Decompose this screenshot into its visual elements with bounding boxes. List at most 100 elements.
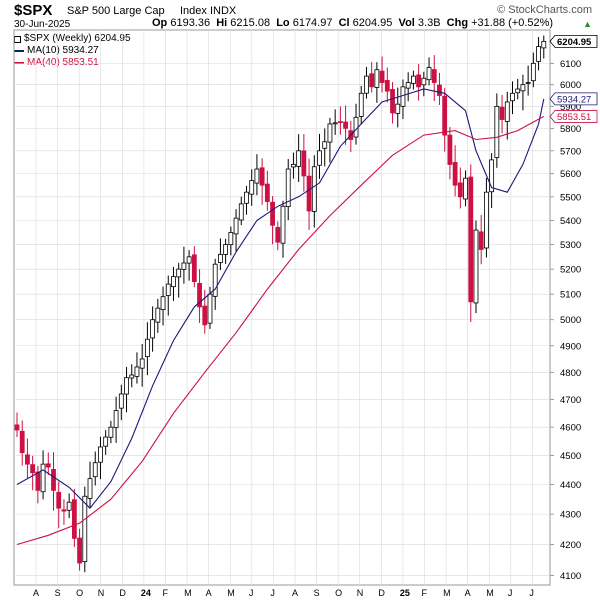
ma10-swatch-icon bbox=[14, 50, 24, 52]
y-tick-label: 6100 bbox=[560, 59, 581, 70]
candle-body bbox=[473, 229, 479, 304]
candle-body bbox=[416, 74, 422, 88]
candle-body bbox=[306, 175, 312, 212]
y-tick-label: 4200 bbox=[560, 540, 581, 551]
quote-date: 30-Jun-2025 bbox=[14, 19, 71, 30]
legend-label-ma40: MA(40) 5853.51 bbox=[27, 57, 99, 68]
y-tick-label: 4600 bbox=[560, 423, 581, 434]
candle-body bbox=[30, 464, 36, 474]
value-tag bbox=[549, 34, 598, 48]
quote-label-close: Cl bbox=[338, 17, 350, 29]
candle-body bbox=[35, 471, 41, 491]
y-tick-label: 5500 bbox=[560, 192, 581, 203]
candle-body bbox=[171, 276, 176, 288]
candle-body bbox=[191, 254, 197, 283]
candle-body bbox=[322, 141, 328, 149]
x-tick-label: A bbox=[33, 588, 39, 598]
candle-body bbox=[317, 150, 322, 166]
x-tick-label: M bbox=[227, 588, 235, 598]
x-tick-label: 25 bbox=[400, 588, 410, 598]
candle-body bbox=[71, 499, 77, 539]
candle-body bbox=[327, 123, 333, 143]
ma10-line bbox=[16, 88, 545, 510]
candle-body bbox=[478, 231, 484, 250]
legend-item-ma10: MA(10) 5934.27 bbox=[14, 45, 131, 57]
candle-body bbox=[244, 191, 249, 204]
quote-label-high: Hi bbox=[216, 17, 228, 29]
legend-label-ma10: MA(10) 5934.27 bbox=[27, 45, 99, 56]
value-tag-label: 5853.51 bbox=[557, 112, 591, 123]
candle-body bbox=[384, 80, 390, 92]
candle-body bbox=[87, 478, 93, 499]
x-tick-label: O bbox=[76, 588, 83, 598]
ma40-swatch-icon bbox=[14, 62, 24, 64]
candle-body bbox=[343, 121, 348, 129]
candle-body bbox=[264, 183, 270, 202]
candle-body bbox=[536, 46, 541, 62]
candle-body bbox=[165, 283, 171, 296]
candle-body bbox=[270, 201, 275, 226]
candle-body bbox=[390, 89, 395, 114]
candle-body bbox=[259, 167, 265, 186]
x-tick-label: A bbox=[465, 588, 471, 598]
candle-body bbox=[223, 244, 229, 255]
y-tick-label: 5100 bbox=[560, 290, 581, 301]
value-tag-label: 6204.95 bbox=[557, 37, 592, 48]
brand-watermark: © StockCharts.com bbox=[497, 4, 592, 16]
y-tick-label: 5900 bbox=[560, 102, 581, 113]
y-tick-label: 4900 bbox=[560, 341, 581, 352]
x-tick-label: M bbox=[443, 588, 451, 598]
legend-item-ma40: MA(40) 5853.51 bbox=[14, 57, 131, 69]
candle-body bbox=[150, 319, 156, 339]
candle-body bbox=[249, 180, 255, 195]
candle-body bbox=[452, 162, 458, 186]
x-tick-label: O bbox=[335, 588, 342, 598]
candle-body bbox=[275, 227, 281, 243]
candle-body bbox=[463, 177, 468, 200]
plot-frame bbox=[13, 29, 551, 586]
x-tick-label: F bbox=[163, 588, 169, 598]
candle-body bbox=[218, 253, 223, 263]
candle-body bbox=[77, 537, 82, 564]
value-tag bbox=[549, 110, 598, 123]
candle-body bbox=[207, 293, 213, 324]
y-tick-label: 4500 bbox=[560, 451, 581, 462]
y-tick-label: 5300 bbox=[560, 240, 581, 251]
candle-body bbox=[186, 256, 192, 264]
y-tick-label: 5400 bbox=[560, 216, 581, 227]
candle-body bbox=[379, 70, 385, 83]
candle-body bbox=[311, 166, 317, 212]
candle-body bbox=[541, 40, 547, 49]
up-arrow-icon: ▲ bbox=[583, 19, 592, 29]
x-tick-label: J bbox=[508, 588, 513, 598]
candle-body bbox=[14, 424, 20, 431]
candle-body bbox=[337, 121, 343, 123]
x-tick-label: D bbox=[378, 588, 385, 598]
candle-body bbox=[113, 410, 119, 429]
quote-label-volume: Vol bbox=[398, 17, 415, 29]
ticker-symbol: $SPX bbox=[14, 2, 53, 19]
candle-body bbox=[144, 338, 150, 357]
y-tick-label: 6000 bbox=[560, 80, 581, 91]
candle-body bbox=[280, 205, 286, 244]
y-tick-label: 4800 bbox=[560, 368, 581, 379]
quote-summary: Op 6193.36 Hi 6215.08 Lo 6174.97 Cl 6204… bbox=[152, 17, 553, 29]
y-tick-label: 4100 bbox=[560, 571, 581, 582]
legend-label-price: $SPX (Weekly) 6204.95 bbox=[24, 33, 131, 44]
candle-body bbox=[421, 77, 427, 86]
candle-body bbox=[45, 463, 51, 468]
candle-body bbox=[520, 84, 526, 92]
value-tag bbox=[549, 92, 598, 106]
candle-body bbox=[155, 307, 161, 323]
candle-body bbox=[358, 92, 364, 117]
candle-body bbox=[405, 82, 411, 89]
candle-body bbox=[129, 374, 135, 379]
candle-body bbox=[61, 509, 67, 512]
quote-value-close: 6204.95 bbox=[352, 17, 393, 29]
y-tick-label: 4400 bbox=[560, 480, 581, 491]
x-tick-label: S bbox=[55, 588, 61, 598]
candle-body bbox=[139, 358, 145, 369]
y-tick-label: 5200 bbox=[560, 265, 581, 276]
quote-label-change: Chg bbox=[446, 17, 469, 29]
